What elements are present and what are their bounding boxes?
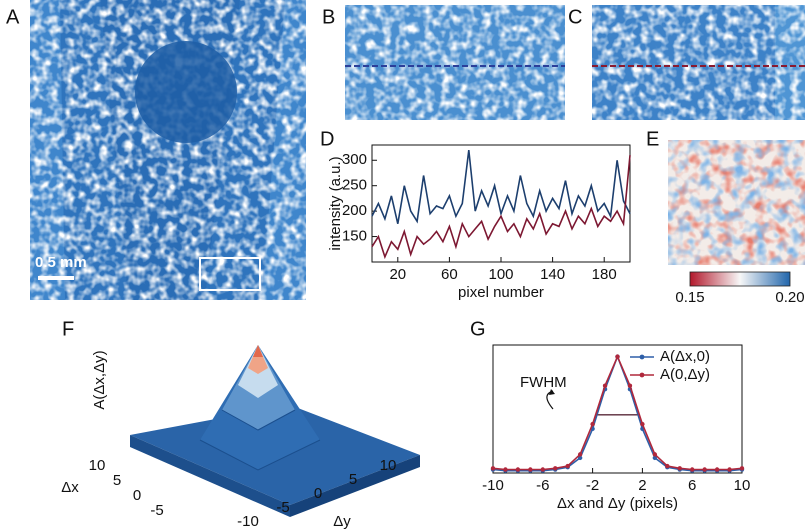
y-tick-label: 10 — [380, 457, 397, 474]
x-axis-label: Δx — [61, 479, 79, 496]
data-point — [553, 466, 558, 471]
data-point — [665, 463, 670, 469]
data-point — [528, 467, 533, 472]
image-e — [668, 140, 805, 287]
panel-labels: A B C D E F G A(Δx,Δy) Δx Δy — [6, 6, 659, 530]
x-axis-label: pixel number — [458, 284, 544, 301]
data-point — [727, 467, 732, 472]
data-point — [627, 383, 633, 388]
data-point — [615, 354, 620, 359]
y-tick-label: 200 — [342, 202, 367, 219]
legend-marker — [639, 354, 645, 360]
plot-frame — [371, 144, 631, 263]
data-line — [371, 150, 631, 224]
data-point — [640, 421, 645, 427]
y-axis-label: intensity (a.u.) — [327, 156, 344, 250]
plot-frame — [492, 344, 743, 474]
x-tick-label: -10 — [482, 477, 504, 494]
y-tick-label: 300 — [342, 151, 367, 168]
x-tick-label: 10 — [734, 477, 751, 494]
scale-bar-label: 0.5 mm — [35, 254, 87, 271]
x-tick-label: 2 — [638, 477, 646, 494]
x-tick-label: -2 — [586, 477, 599, 494]
data-point — [590, 421, 595, 427]
panel-label: F — [62, 318, 74, 340]
data-point — [714, 467, 720, 472]
x-tick-label: 180 — [592, 266, 617, 283]
x-tick-label: 100 — [488, 266, 513, 283]
x-tick-label: 140 — [540, 266, 565, 283]
x-axis-label: Δx and Δy (pixels) — [557, 495, 678, 512]
data-point — [503, 467, 508, 472]
z-axis-label: A(Δx,Δy) — [91, 350, 108, 409]
legend-label: A(0,Δy) — [660, 366, 710, 383]
x-tick-label: 0 — [133, 487, 141, 504]
data-point — [577, 455, 583, 461]
colorbar-tick-label: 0.20 — [775, 289, 804, 306]
data-point — [577, 452, 583, 457]
annotation: FWHM — [520, 374, 567, 391]
data-point — [515, 467, 521, 472]
legend-marker — [639, 372, 645, 378]
x-tick-label: 20 — [389, 266, 406, 283]
x-tick-label: 60 — [441, 266, 458, 283]
data-point — [565, 463, 570, 469]
data-point — [652, 455, 658, 461]
panel-label: G — [470, 318, 486, 340]
y-axis-label: Δy — [333, 513, 351, 530]
surface-plot — [130, 345, 420, 517]
arrow-head — [549, 389, 555, 395]
image-a: 0.5 mm — [30, 0, 306, 300]
data-point — [490, 466, 496, 471]
y-tick-label: -5 — [276, 499, 289, 516]
data-point — [690, 467, 695, 472]
panel-label: D — [320, 128, 334, 150]
image-c — [592, 5, 805, 120]
y-tick-label: 5 — [349, 471, 357, 488]
data-point — [652, 452, 658, 457]
x-tick-label: -6 — [536, 477, 549, 494]
x-tick-label: 10 — [89, 457, 106, 474]
data-point — [540, 467, 545, 472]
legend-label: A(Δx,0) — [660, 348, 710, 365]
data-point — [702, 467, 707, 472]
colorbar-tick-label: 0.15 — [675, 289, 704, 306]
y-tick-label: 0 — [314, 485, 322, 502]
data-line — [371, 155, 631, 260]
panel-label: C — [568, 6, 582, 28]
x-tick-label: 6 — [688, 477, 696, 494]
y-tick-label: 250 — [342, 177, 367, 194]
x-tick-label: 5 — [113, 472, 121, 489]
x-tick-label: -5 — [150, 502, 163, 519]
panel-label: B — [322, 6, 335, 28]
y-tick-label: -10 — [237, 513, 259, 530]
y-tick-label: 150 — [342, 228, 367, 245]
image-b — [345, 5, 565, 120]
data-point — [602, 383, 608, 388]
panel-label: A — [6, 6, 20, 28]
data-point — [739, 466, 745, 471]
panel-label: E — [646, 128, 659, 150]
data-point — [677, 466, 682, 471]
